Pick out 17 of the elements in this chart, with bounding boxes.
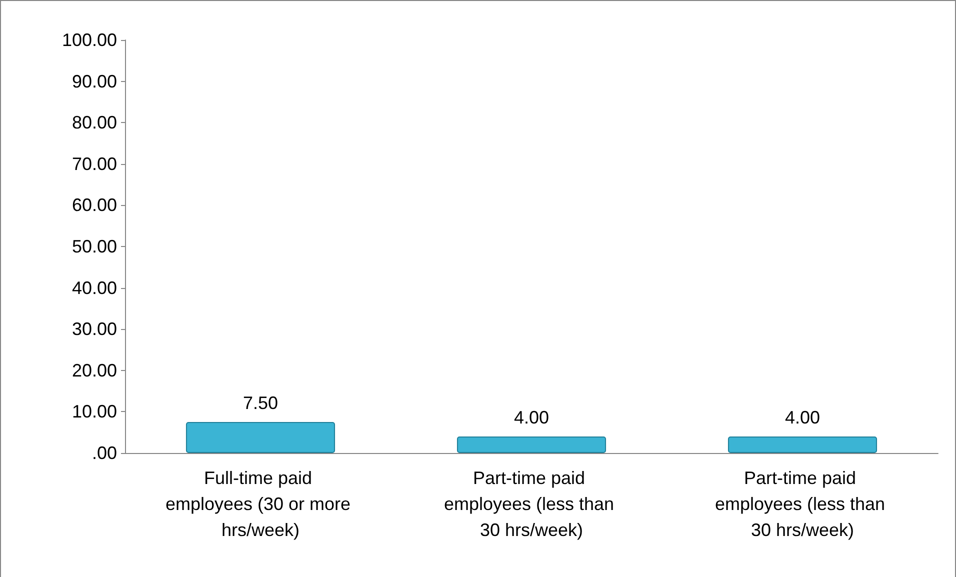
- x-tick-label: Part-time paid employees (less than 30 hrs/week): [714, 468, 890, 540]
- y-tick-label: 60.00: [72, 195, 117, 216]
- data-label: 4.00: [514, 407, 550, 428]
- y-tick-label: .00: [92, 443, 117, 463]
- y-tick-label: 90.00: [72, 71, 117, 92]
- y-tick-label: 20.00: [72, 360, 117, 380]
- y-tick-label: 10.00: [72, 402, 117, 422]
- y-tick-label: 50.00: [72, 236, 117, 256]
- y-tick-label: 40.00: [72, 278, 117, 298]
- y-tick-label: 30.00: [72, 319, 117, 340]
- data-label: 7.50: [242, 393, 278, 414]
- y-tick-label: 100.00: [62, 30, 117, 50]
- x-tick-label: Part-time paid employees (less than 30 hrs/week): [444, 468, 620, 540]
- y-tick-label: 80.00: [72, 112, 117, 133]
- y-tick-label: 70.00: [72, 154, 117, 174]
- data-label: 4.00: [784, 407, 820, 428]
- x-tick-label: Full-time paid employees (30 or more hrs/week): [165, 468, 356, 540]
